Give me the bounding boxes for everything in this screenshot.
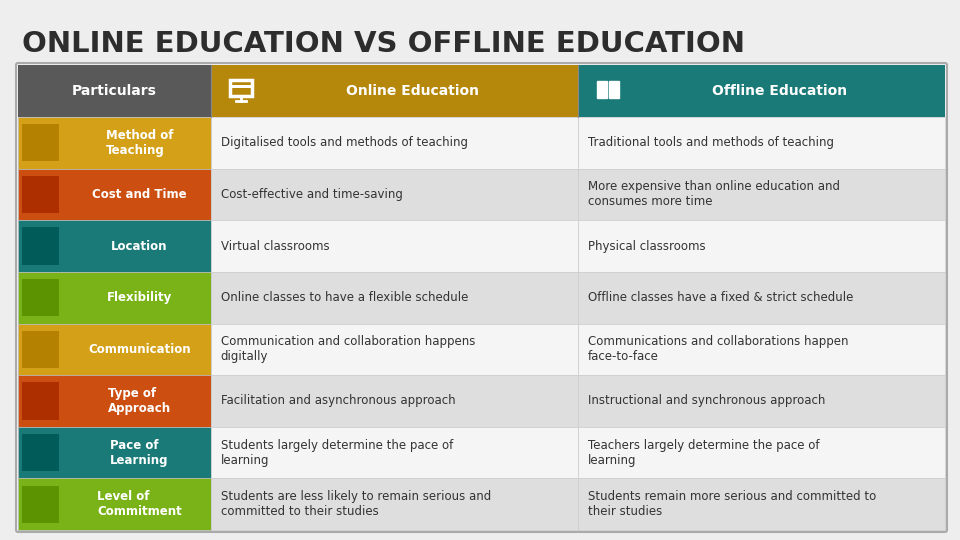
Bar	[22, 279, 60, 316]
Bar	[18, 220, 211, 272]
Text: Students are less likely to remain serious and
committed to their studies: Students are less likely to remain serio…	[221, 490, 492, 518]
Bar	[22, 382, 60, 420]
Bar	[18, 65, 211, 117]
Text: Flexibility: Flexibility	[107, 291, 172, 304]
Text: Level of
Commitment: Level of Commitment	[97, 490, 181, 518]
Text: ONLINE EDUCATION VS OFFLINE EDUCATION: ONLINE EDUCATION VS OFFLINE EDUCATION	[22, 30, 745, 58]
Bar	[211, 220, 578, 272]
Text: Communication: Communication	[88, 343, 191, 356]
Text: Type of
Approach: Type of Approach	[108, 387, 171, 415]
Text: Location: Location	[111, 240, 168, 253]
Bar	[578, 427, 945, 478]
Text: Pace of
Learning: Pace of Learning	[110, 438, 169, 467]
Text: Communications and collaborations happen
face-to-face: Communications and collaborations happen…	[588, 335, 849, 363]
Bar	[211, 65, 578, 117]
Bar	[22, 382, 60, 420]
Text: Teachers largely determine the pace of
learning: Teachers largely determine the pace of l…	[588, 438, 820, 467]
Bar	[22, 279, 60, 316]
Bar	[578, 323, 945, 375]
Bar	[211, 478, 578, 530]
Bar	[578, 272, 945, 323]
Bar	[22, 176, 60, 213]
Text: Online Education: Online Education	[347, 84, 479, 98]
Bar	[578, 168, 945, 220]
Text: Virtual classrooms: Virtual classrooms	[221, 240, 329, 253]
Bar	[211, 375, 578, 427]
Bar	[211, 117, 578, 168]
Bar	[211, 427, 578, 478]
Bar	[22, 227, 60, 265]
Text: Traditional tools and methods of teaching: Traditional tools and methods of teachin…	[588, 136, 834, 150]
Bar	[18, 478, 211, 530]
Bar	[211, 323, 578, 375]
Bar	[22, 485, 60, 523]
Text: Instructional and synchronous approach: Instructional and synchronous approach	[588, 394, 826, 408]
Bar	[578, 117, 945, 168]
Text: Students largely determine the pace of
learning: Students largely determine the pace of l…	[221, 438, 453, 467]
Bar	[22, 176, 60, 213]
Text: Facilitation and asynchronous approach: Facilitation and asynchronous approach	[221, 394, 455, 408]
Text: Particulars: Particulars	[72, 84, 156, 98]
Text: Method of
Teaching: Method of Teaching	[106, 129, 173, 157]
Polygon shape	[609, 81, 619, 98]
Text: Physical classrooms: Physical classrooms	[588, 240, 706, 253]
Bar	[230, 85, 251, 88]
Bar	[18, 375, 211, 427]
Bar	[22, 227, 60, 265]
Bar	[578, 478, 945, 530]
Text: Students remain more serious and committed to
their studies: Students remain more serious and committ…	[588, 490, 876, 518]
Text: Cost and Time: Cost and Time	[92, 188, 187, 201]
Bar	[18, 117, 211, 168]
Text: Cost-effective and time-saving: Cost-effective and time-saving	[221, 188, 402, 201]
Bar	[22, 124, 60, 161]
Bar	[18, 427, 211, 478]
Bar	[211, 272, 578, 323]
Bar	[18, 323, 211, 375]
Bar	[18, 168, 211, 220]
Bar	[22, 330, 60, 368]
Bar	[578, 220, 945, 272]
Bar	[22, 330, 60, 368]
Bar	[22, 485, 60, 523]
Bar	[22, 434, 60, 471]
Text: Offline Education: Offline Education	[712, 84, 848, 98]
Text: Online classes to have a flexible schedule: Online classes to have a flexible schedu…	[221, 291, 468, 304]
Bar	[229, 80, 252, 96]
Text: Communication and collaboration happens
digitally: Communication and collaboration happens …	[221, 335, 475, 363]
Text: More expensive than online education and
consumes more time: More expensive than online education and…	[588, 180, 840, 208]
Bar	[211, 168, 578, 220]
Bar	[22, 434, 60, 471]
Bar	[578, 375, 945, 427]
Text: Offline classes have a fixed & strict schedule: Offline classes have a fixed & strict sc…	[588, 291, 853, 304]
Bar	[22, 124, 60, 161]
Polygon shape	[597, 81, 607, 98]
Text: Digitalised tools and methods of teaching: Digitalised tools and methods of teachin…	[221, 136, 468, 150]
Bar	[578, 65, 945, 117]
Bar	[18, 272, 211, 323]
